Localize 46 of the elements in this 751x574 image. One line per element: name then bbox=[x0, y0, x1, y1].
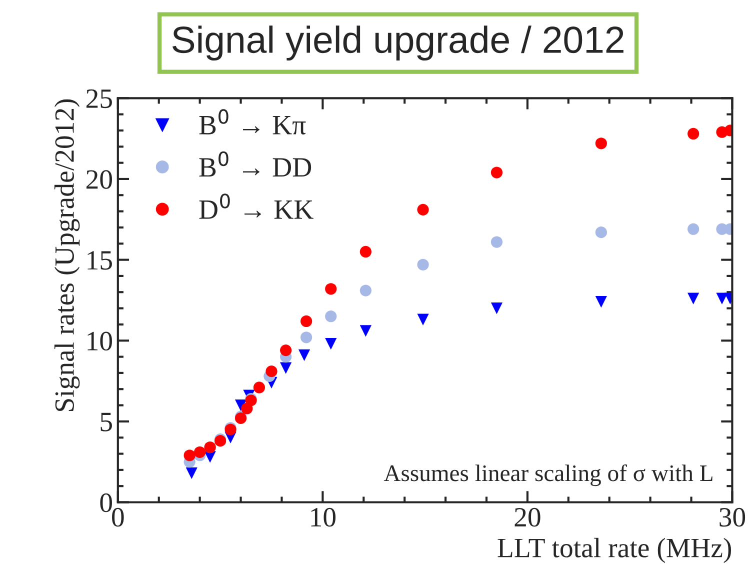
legend-label: B$^{0}$ → Kπ bbox=[199, 109, 306, 135]
point bbox=[280, 344, 292, 356]
point bbox=[184, 450, 196, 462]
point bbox=[595, 226, 607, 238]
legend-label: B$^{0}$ → DD bbox=[199, 151, 312, 177]
point bbox=[688, 128, 700, 140]
point bbox=[298, 349, 310, 361]
x-axis-title: LLT total rate (MHz) bbox=[498, 538, 732, 564]
point bbox=[360, 284, 372, 296]
point bbox=[194, 446, 206, 458]
point bbox=[325, 338, 337, 350]
point bbox=[360, 325, 372, 337]
annotation: Assumes linear scaling of σ with L bbox=[384, 464, 712, 486]
point bbox=[253, 382, 266, 394]
point bbox=[490, 302, 503, 314]
point bbox=[688, 223, 700, 235]
point bbox=[325, 310, 337, 322]
x-tick-label: 30 bbox=[720, 508, 746, 527]
point bbox=[417, 204, 429, 216]
point bbox=[595, 138, 607, 150]
point bbox=[325, 283, 337, 295]
point bbox=[300, 315, 312, 328]
point bbox=[280, 362, 292, 374]
y-tick-label: 15 bbox=[88, 251, 112, 270]
x-tick-label: 10 bbox=[311, 508, 336, 527]
point bbox=[360, 246, 372, 258]
point bbox=[266, 366, 278, 378]
point bbox=[688, 292, 700, 304]
x-tick-label: 20 bbox=[514, 508, 540, 527]
y-tick-label: 25 bbox=[86, 89, 112, 108]
legend-label: D$^{0}$ → KK bbox=[199, 194, 314, 219]
y-tick-label: 5 bbox=[100, 412, 112, 432]
point bbox=[490, 166, 503, 178]
y-axis-title: Signal rates (Upgrade/2012) bbox=[54, 99, 80, 412]
point bbox=[417, 258, 429, 270]
point bbox=[417, 314, 429, 326]
x-tick-label: 0 bbox=[112, 508, 124, 527]
y-tick-label: 10 bbox=[88, 332, 112, 351]
y-tick-label: 0 bbox=[100, 493, 112, 512]
point bbox=[490, 236, 503, 248]
point bbox=[300, 332, 312, 344]
point bbox=[186, 467, 198, 479]
point bbox=[716, 292, 728, 304]
point bbox=[595, 296, 607, 308]
chart-title: Signal yield upgrade / 2012 bbox=[172, 26, 624, 61]
y-tick-label: 20 bbox=[86, 170, 112, 189]
